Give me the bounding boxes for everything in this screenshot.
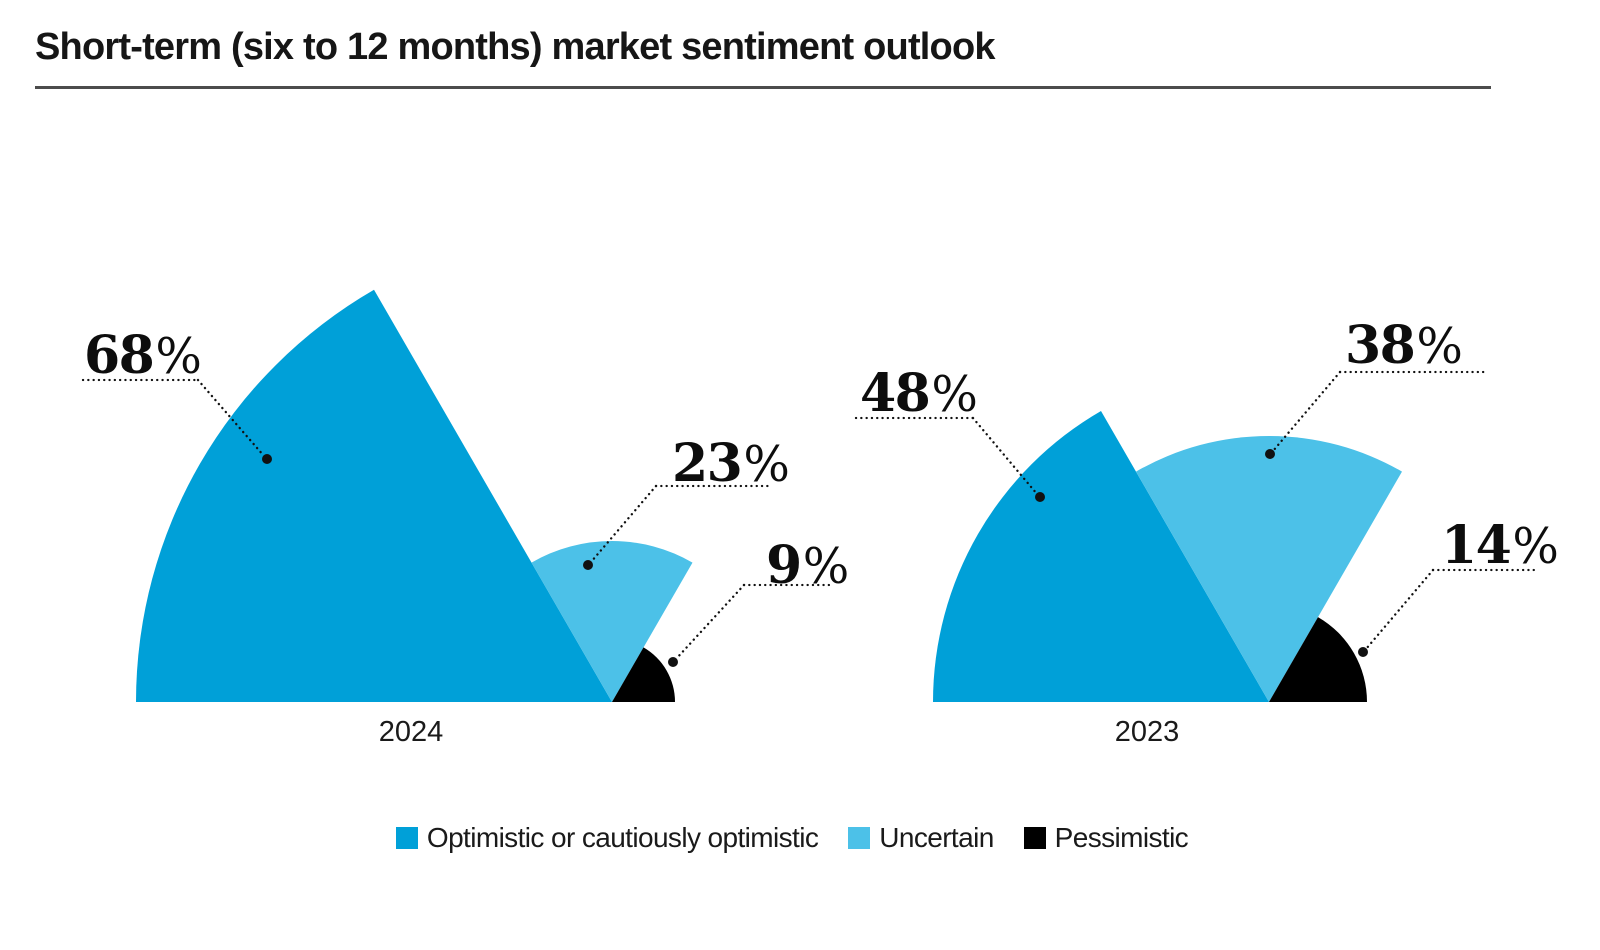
marker-dot-2024-uncertain — [583, 560, 593, 570]
sector-2024-uncertain — [531, 541, 693, 702]
legend-swatch-pessimistic-icon — [1023, 827, 1046, 849]
marker-dot-2024-optimistic — [262, 454, 272, 464]
x-axis-label-2023: 2023 — [1114, 716, 1180, 748]
sector-2024-pessimistic — [612, 647, 675, 702]
x-axis-label-2024: 2024 — [378, 716, 444, 748]
legend-label-optimistic: Optimistic or cautiously optimistic — [426, 822, 819, 853]
sector-2024-optimistic — [136, 289, 612, 702]
marker-dot-2023-uncertain — [1265, 449, 1275, 459]
value-label-2024-uncertain: 23% — [672, 433, 790, 494]
value-label-2024-optimistic: 68% — [84, 325, 202, 386]
marker-dot-2023-optimistic — [1035, 492, 1045, 502]
sector-2023-uncertain — [1136, 435, 1402, 702]
value-label-2023-uncertain: 38% — [1345, 315, 1463, 376]
value-label-2023-pessimistic: 14% — [1441, 515, 1559, 576]
marker-dot-2024-pessimistic — [668, 657, 678, 667]
value-label-2023-optimistic: 48% — [860, 363, 978, 424]
title-rule — [35, 86, 1491, 89]
legend-label-uncertain: Uncertain — [879, 822, 994, 853]
leader-2024-pessimistic-diagonal — [674, 583, 746, 661]
legend-item-pessimistic: Pessimistic — [1023, 822, 1189, 854]
sector-2023-pessimistic — [1269, 617, 1367, 702]
value-label-2024-pessimistic: 9% — [766, 535, 850, 596]
legend: Optimistic or cautiously optimistic Unce… — [0, 822, 1584, 854]
legend-item-optimistic: Optimistic or cautiously optimistic — [395, 822, 819, 854]
leader-2024-uncertain-diagonal — [589, 484, 658, 564]
leader-2023-optimistic-diagonal — [971, 416, 1039, 496]
legend-item-uncertain: Uncertain — [848, 822, 994, 854]
legend-swatch-uncertain-icon — [848, 827, 871, 849]
page-title: Short-term (six to 12 months) market sen… — [35, 26, 996, 68]
leader-2024-optimistic-diagonal — [196, 378, 266, 458]
leader-2023-pessimistic-diagonal — [1364, 568, 1435, 651]
sector-2023-optimistic — [933, 411, 1269, 702]
marker-dot-2023-pessimistic — [1358, 647, 1368, 657]
legend-swatch-optimistic-icon — [395, 827, 418, 849]
legend-label-pessimistic: Pessimistic — [1054, 822, 1189, 853]
